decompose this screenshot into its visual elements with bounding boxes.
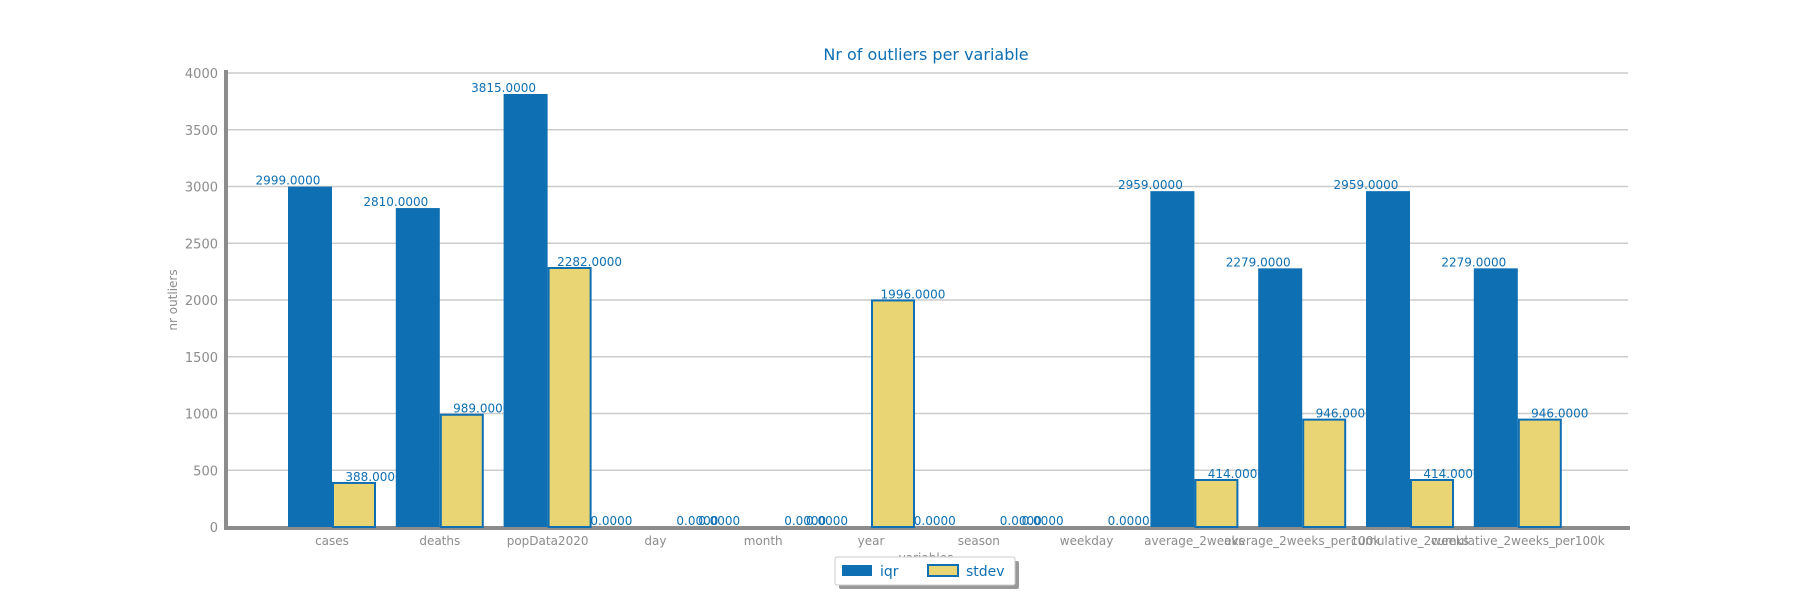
category-label: cumulative_2weeks_per100k <box>1431 534 1605 548</box>
legend-swatch-iqr <box>842 565 872 576</box>
bar-stdev <box>1302 418 1347 528</box>
data-label-stdev: 946.0000 <box>1531 407 1588 421</box>
data-label-stdev: 0.0000 <box>784 514 826 528</box>
bar-stdev <box>1194 479 1239 528</box>
bar-stdev <box>871 299 915 529</box>
y-tick-label: 1500 <box>185 351 218 366</box>
data-label-stdev: 1996.0000 <box>881 287 946 301</box>
bar-iqr <box>288 186 332 527</box>
data-label-iqr: 3815.0000 <box>471 81 536 95</box>
bar-stdev <box>439 413 484 529</box>
legend-box <box>834 556 1016 586</box>
data-label-stdev: 414.0000 <box>1208 467 1265 481</box>
grid-lines <box>226 72 1628 471</box>
y-tick-label: 3000 <box>185 181 218 196</box>
data-label-stdev: 388.0000 <box>345 470 402 484</box>
bar-iqr <box>1473 268 1518 527</box>
legend-label-iqr: iqr <box>880 564 899 580</box>
bar-iqr <box>1258 268 1303 527</box>
category-labels: cases deaths popData2020 day month year season… <box>315 534 1605 548</box>
legend-swatch-stdev <box>927 564 959 577</box>
data-label-iqr: 0.0000 <box>806 514 848 528</box>
y-tick-label: 500 <box>193 464 218 479</box>
y-axis-title: nr outliers <box>166 269 180 330</box>
category-label: year <box>858 534 885 548</box>
data-label-iqr: 2279.0000 <box>1441 255 1506 269</box>
y-tick-label: 2500 <box>185 237 218 252</box>
category-label: average_2weeks <box>1144 534 1245 548</box>
y-tick-label: 1000 <box>185 408 218 423</box>
data-label-iqr: 2959.0000 <box>1118 178 1183 192</box>
data-label-iqr: 0.0000 <box>1022 514 1064 528</box>
bar-stdev <box>547 266 592 528</box>
y-tick-label: 2000 <box>185 294 218 309</box>
data-label-stdev: 0.0000 <box>676 514 718 528</box>
bar-stdev <box>1410 479 1454 528</box>
data-label-stdev: 0.0000 <box>1108 514 1150 528</box>
bar-stdev <box>1517 418 1562 528</box>
chart-title: Nr of outliers per variable <box>823 45 1028 64</box>
legend[interactable]: iqr stdev <box>834 556 1019 589</box>
bar-iqr <box>395 208 440 527</box>
data-labels: 2999.0000 388.0000 2810.0000 989.0000 3815.0… <box>256 81 1589 528</box>
data-label-stdev: 2282.0000 <box>557 255 622 269</box>
bars <box>288 93 1562 529</box>
data-label-stdev: 946.0000 <box>1316 407 1373 421</box>
data-label-iqr: 0.0000 <box>914 514 956 528</box>
data-label-stdev: 989.0000 <box>453 402 510 416</box>
bar-iqr <box>1150 191 1195 527</box>
data-label-stdev: 0.0000 <box>1000 514 1042 528</box>
legend-label-stdev: stdev <box>966 564 1005 580</box>
category-label: cumulative_2weeks <box>1351 534 1469 548</box>
category-label: day <box>644 534 666 548</box>
category-label: weekday <box>1060 534 1114 548</box>
data-label-stdev: 414.0000 <box>1423 467 1480 481</box>
category-label: cases <box>315 534 349 548</box>
bar-iqr <box>1366 191 1410 527</box>
data-label-iqr: 2959.0000 <box>1334 178 1399 192</box>
data-label-iqr: 2999.0000 <box>256 174 321 188</box>
category-label: season <box>958 534 1000 548</box>
data-label-iqr: 0.0000 <box>698 514 740 528</box>
data-label-iqr: 0.0000 <box>590 514 632 528</box>
y-tick-label: 4000 <box>185 67 218 82</box>
category-label: popData2020 <box>507 534 589 548</box>
bar-iqr <box>503 93 548 527</box>
y-tick-label: 3500 <box>185 124 218 139</box>
category-label: average_2weeks_per100k <box>1224 534 1380 548</box>
category-label: month <box>744 534 783 548</box>
category-label: deaths <box>419 534 460 548</box>
bar-stdev <box>332 481 376 529</box>
data-label-iqr: 2279.0000 <box>1226 255 1291 269</box>
y-tick-label: 0 <box>210 521 218 536</box>
data-label-iqr: 2810.0000 <box>363 195 428 209</box>
